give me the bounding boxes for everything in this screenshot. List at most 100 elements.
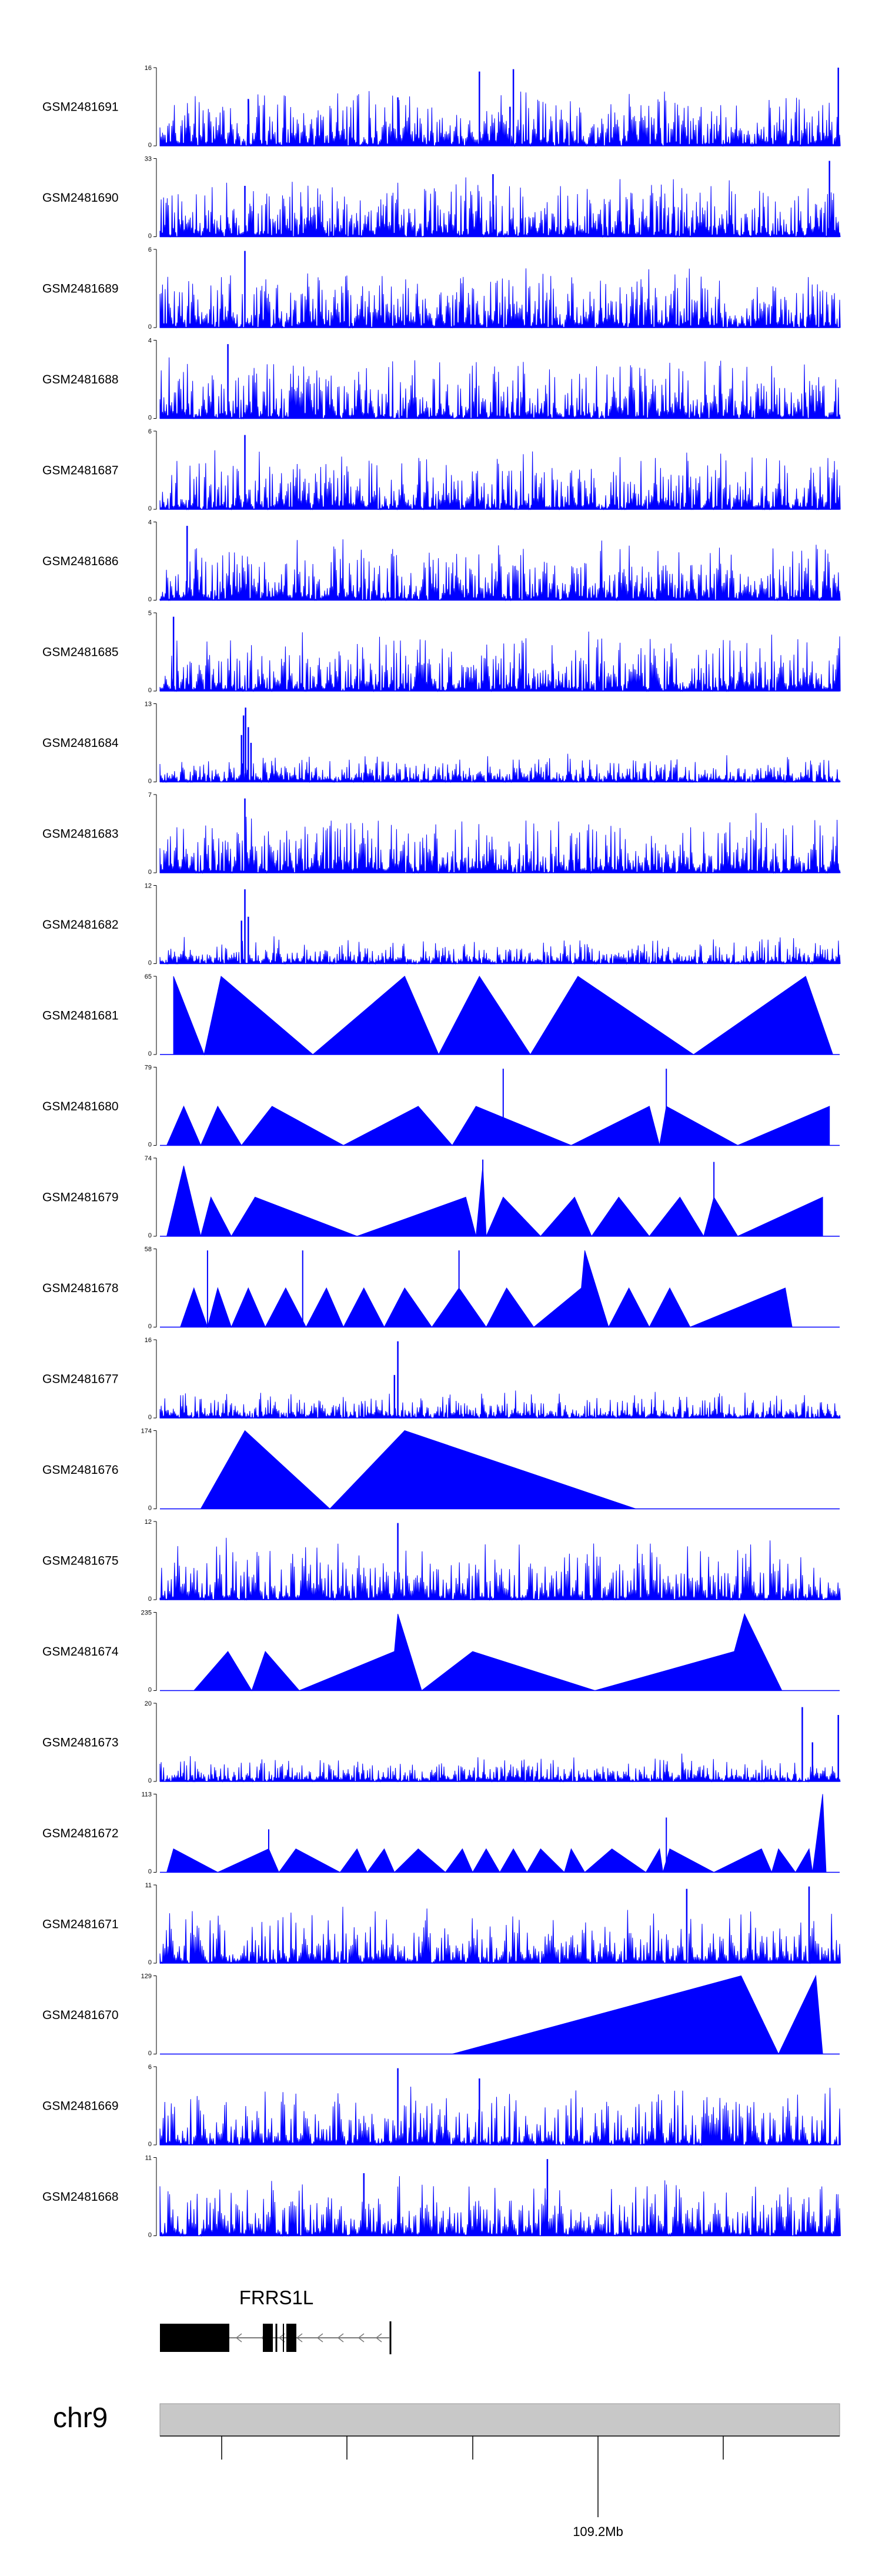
y-max-label: 33: [145, 156, 152, 163]
track-label: GSM2481683: [42, 827, 119, 841]
y-max-label: 12: [145, 1519, 152, 1526]
track-label: GSM2481691: [42, 101, 119, 114]
signal-bars: [159, 1390, 841, 1419]
track-label: GSM2481669: [42, 2100, 119, 2113]
y-min-label: 0: [148, 960, 152, 967]
y-min-label: 0: [148, 1323, 152, 1330]
strand-arrow: [296, 2333, 303, 2343]
y-max-label: 235: [141, 1610, 152, 1617]
track-GSM2481678: [153, 1249, 840, 1329]
signal-area: [166, 1794, 827, 1873]
strand-arrow: [337, 2333, 344, 2343]
y-max-label: 74: [145, 1155, 152, 1162]
chromosome-label: chr9: [53, 2403, 108, 2434]
strand-arrow: [375, 2333, 382, 2343]
y-min-label: 0: [148, 1596, 152, 1603]
y-max-label: 79: [145, 1065, 152, 1072]
track-label: GSM2481689: [42, 282, 119, 296]
signal-bars: [159, 1537, 841, 1601]
track-GSM2481685: [153, 612, 841, 692]
y-max-label: 6: [148, 428, 152, 435]
track-GSM2481681: [153, 976, 840, 1056]
y-min-label: 0: [148, 1777, 152, 1784]
y-max-label: 129: [141, 1973, 152, 1980]
chromosome-ideogram: [159, 2403, 840, 2437]
signal-bars: [159, 450, 841, 510]
y-max-label: 4: [148, 338, 152, 345]
track-label: GSM2481668: [42, 2190, 119, 2204]
track-label: GSM2481679: [42, 1191, 119, 1204]
y-min-label: 0: [148, 323, 152, 331]
track-label: GSM2481677: [42, 1373, 119, 1386]
track-GSM2481687: [153, 431, 841, 510]
y-min-label: 0: [148, 778, 152, 785]
y-min-label: 0: [148, 869, 152, 876]
signal-area: [180, 1250, 793, 1329]
y-min-label: 0: [148, 596, 152, 603]
signal-bars: [159, 936, 841, 965]
y-min-label: 0: [148, 505, 152, 512]
exon: [263, 2324, 273, 2352]
y-max-label: 5: [148, 610, 152, 617]
y-min-label: 0: [148, 1142, 152, 1149]
signal-area: [166, 1166, 823, 1237]
y-max-label: 13: [145, 701, 152, 708]
track-GSM2481686: [153, 522, 841, 602]
signal-bars: [159, 91, 841, 147]
y-min-label: 0: [148, 2141, 152, 2148]
track-label: GSM2481688: [42, 373, 119, 386]
signal-area: [452, 1974, 823, 2055]
strand-arrow: [358, 2333, 365, 2343]
signal-area: [200, 1430, 636, 1510]
y-max-label: 20: [145, 1700, 152, 1707]
y-max-label: 174: [141, 1428, 152, 1435]
track-GSM2481684: [153, 703, 841, 783]
y-min-label: 0: [148, 687, 152, 694]
signal-area: [173, 976, 833, 1056]
track-GSM2481672: [153, 1794, 840, 1873]
y-min-label: 0: [148, 1868, 152, 1876]
y-min-label: 0: [148, 1232, 152, 1239]
track-label: GSM2481682: [42, 918, 119, 932]
y-min-label: 0: [148, 233, 152, 240]
track-GSM2481674: [153, 1612, 840, 1691]
gene-label: FRRS1L: [239, 2287, 314, 2308]
signal-area: [166, 1105, 830, 1146]
track-GSM2481673: [153, 1703, 841, 1783]
track-label: GSM2481675: [42, 1554, 119, 1568]
y-max-label: 6: [148, 2064, 152, 2071]
track-label: GSM2481671: [42, 1918, 119, 1931]
track-GSM2481676: [153, 1430, 840, 1510]
track-label: GSM2481686: [42, 555, 119, 568]
signal-bars: [159, 2176, 841, 2237]
track-label: GSM2481670: [42, 2008, 119, 2022]
y-max-label: 58: [145, 1246, 152, 1253]
y-min-label: 0: [148, 1050, 152, 1057]
track-GSM2481683: [153, 794, 841, 874]
signal-bars: [159, 813, 841, 874]
track-label: GSM2481678: [42, 1282, 119, 1295]
y-max-label: 11: [145, 2155, 152, 2162]
track-label: GSM2481680: [42, 1100, 119, 1113]
y-min-label: 0: [148, 142, 152, 149]
y-max-label: 11: [145, 1882, 152, 1889]
track-label: GSM2481674: [42, 1645, 119, 1659]
y-min-label: 0: [148, 1414, 152, 1421]
signal-bars: [159, 753, 841, 783]
exon: [286, 2324, 296, 2352]
track-label: GSM2481676: [42, 1463, 119, 1477]
y-min-label: 0: [148, 415, 152, 422]
y-min-label: 0: [148, 1959, 152, 1966]
y-max-label: 16: [145, 1337, 152, 1344]
track-GSM2481668: [153, 2157, 841, 2237]
y-max-label: 65: [145, 973, 152, 980]
signal-bars: [159, 177, 841, 238]
gene-model: [160, 2321, 392, 2354]
track-GSM2481689: [153, 249, 841, 329]
axis-tick-label: 109.2Mb: [573, 2524, 623, 2539]
track-GSM2481690: [153, 158, 841, 238]
signal-bars: [159, 539, 841, 602]
track-label: GSM2481684: [42, 736, 119, 750]
signal-bars: [159, 268, 841, 329]
